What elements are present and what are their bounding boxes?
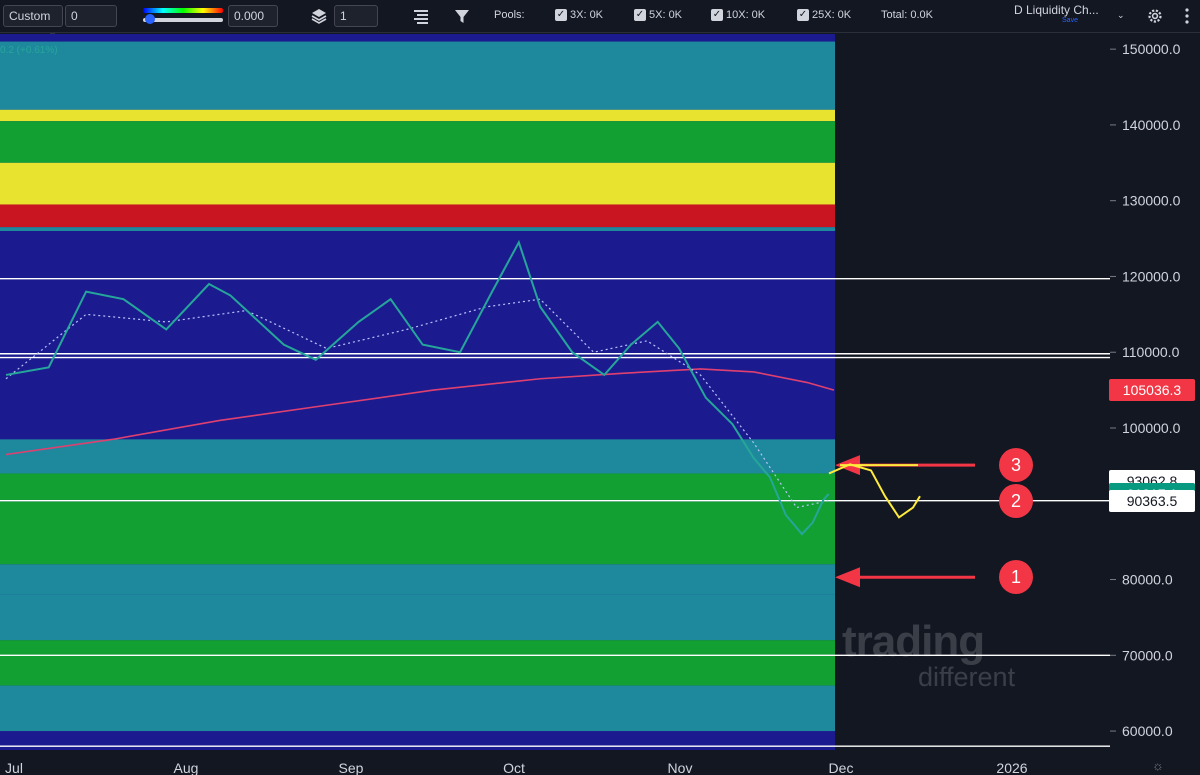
pool-10x-checkbox[interactable]: ✓: [711, 9, 723, 21]
annotation-arrow-head: [835, 567, 860, 588]
chevron-down-icon[interactable]: ⌄: [1117, 10, 1125, 20]
annotation-number-badge: 2: [999, 483, 1033, 518]
preset-value: 0: [71, 9, 78, 23]
heatmap-band: [0, 109, 835, 122]
pool-25x-checkbox[interactable]: ✓: [797, 9, 809, 21]
price-axis-label: 105036.3: [1109, 378, 1195, 401]
preset-select[interactable]: Custom ▼: [3, 5, 63, 41]
toolbar: Custom ▼ 0 0.000 1 Pools: ✓ 3X: 0K ✓ 5X:…: [0, 0, 1200, 41]
filter-icon[interactable]: [453, 7, 471, 25]
heatmap-band: [0, 685, 835, 732]
x-axis-tick-label: Nov: [668, 760, 693, 775]
align-icon[interactable]: [412, 7, 430, 25]
layers-value-input[interactable]: 1: [334, 5, 378, 27]
slider-handle[interactable]: [145, 14, 155, 24]
annotation-number-badge: 3: [999, 448, 1033, 483]
save-label: Save: [1062, 17, 1078, 24]
annotation-number-badge: 1: [999, 560, 1033, 595]
x-axis-tick-label: Sep: [339, 760, 364, 775]
heatmap-band: [0, 227, 835, 231]
gradient-value-input[interactable]: 0.000: [228, 5, 278, 27]
x-axis-tick-label: Oct: [503, 760, 525, 775]
y-axis-tick-label: 120000.0: [1122, 268, 1181, 284]
settings-icon[interactable]: ☼: [1152, 758, 1164, 773]
heatmap-band: [0, 439, 835, 474]
x-axis-tick-label: Dec: [829, 760, 854, 775]
color-gradient-slider[interactable]: [143, 6, 225, 26]
settings-icon[interactable]: [1146, 7, 1164, 25]
y-axis-tick-label: 70000.0: [1122, 647, 1173, 663]
heatmap-band: [0, 501, 835, 565]
liquidity-heatmap-chart[interactable]: 60000.070000.080000.090000.0100000.01100…: [0, 34, 1200, 775]
preset-value-input[interactable]: 0: [65, 5, 117, 27]
pool-10x-label: 10X: 0K: [726, 9, 766, 21]
legend-change: 0.2 (+0.61%): [0, 45, 58, 56]
y-axis-tick-label: 140000.0: [1122, 117, 1181, 133]
pool-5x-checkbox[interactable]: ✓: [634, 9, 646, 21]
watermark-logo-subtext: different: [918, 662, 1016, 692]
indicator-title: D Liquidity Ch...: [1014, 3, 1099, 17]
layers-value: 1: [340, 9, 347, 23]
total-label: Total: 0.0K: [881, 9, 933, 21]
preset-label: Custom: [9, 9, 51, 23]
moving-average-slow-line: [5, 368, 835, 456]
heatmap-band: [0, 162, 835, 205]
projection-path-line: [828, 463, 921, 519]
heatmap-band: [0, 564, 835, 595]
y-axis-tick-label: 150000.0: [1122, 41, 1181, 57]
layers-icon[interactable]: [310, 7, 328, 25]
pool-3x-checkbox[interactable]: ✓: [555, 9, 567, 21]
gradient-value: 0.000: [234, 9, 265, 23]
y-axis-tick-label: 100000.0: [1122, 420, 1181, 436]
y-axis-tick-label: 130000.0: [1122, 193, 1181, 209]
x-axis-tick-label: Jul: [5, 760, 23, 775]
watermark-logo-text: trading: [842, 617, 985, 666]
heatmap-band: [0, 204, 835, 228]
indicator-title-button[interactable]: D Liquidity Ch... Save: [1014, 3, 1114, 29]
moving-average-fast-line: [5, 298, 829, 509]
heatmap-band: [0, 594, 835, 641]
x-axis-tick-label: Aug: [174, 760, 199, 775]
price-axis-label: 90363.5: [1109, 490, 1195, 512]
y-axis-tick-label: 80000.0: [1122, 572, 1173, 588]
y-axis-tick-label: 60000.0: [1122, 723, 1173, 739]
heatmap-band: [0, 41, 835, 110]
y-axis-tick-label: 110000.0: [1122, 344, 1180, 360]
more-icon[interactable]: [1178, 7, 1196, 25]
pool-5x-label: 5X: 0K: [649, 9, 683, 21]
pool-3x-label: 3X: 0K: [570, 9, 604, 21]
x-axis-tick-label: 2026: [996, 760, 1027, 775]
heatmap-band: [0, 640, 835, 686]
pool-25x-label: 25X: 0K: [812, 9, 852, 21]
price-line: [5, 239, 830, 536]
pools-label: Pools:: [494, 9, 525, 21]
heatmap-band: [0, 473, 835, 500]
heatmap-band: [0, 121, 835, 163]
